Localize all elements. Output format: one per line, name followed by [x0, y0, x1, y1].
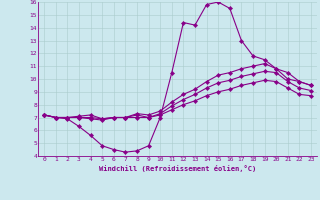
X-axis label: Windchill (Refroidissement éolien,°C): Windchill (Refroidissement éolien,°C): [99, 165, 256, 172]
